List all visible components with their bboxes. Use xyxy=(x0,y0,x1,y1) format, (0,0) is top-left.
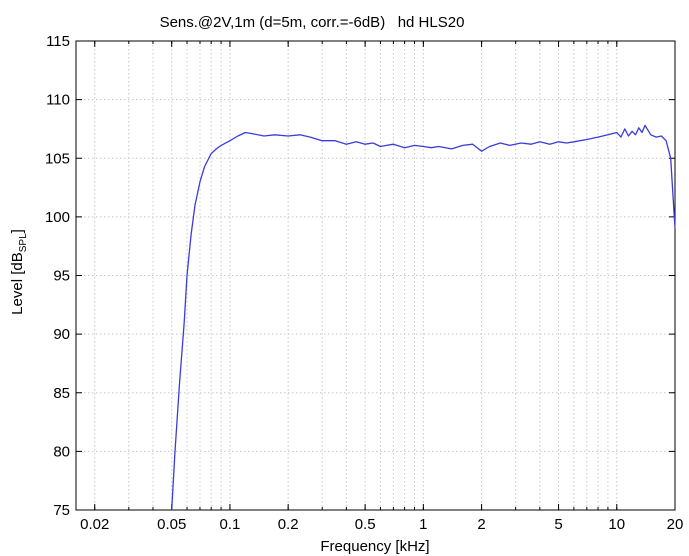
x-axis-label: Frequency [kHz] xyxy=(320,538,429,555)
y-axis-label-subscript: SPL xyxy=(18,233,29,252)
series-line-level xyxy=(171,124,676,511)
y-tick-label: 100 xyxy=(45,209,70,226)
tick-labels: 0.02 0.05 0.1 0.2 0.5 1 2 5 10 20 75 80 85 90 95 100 105… xyxy=(45,33,683,533)
x-tick-label: 0.02 xyxy=(80,516,109,533)
y-tick-label: 115 xyxy=(46,33,70,50)
y-tick-label: 80 xyxy=(53,443,70,460)
x-tick-label: 10 xyxy=(608,516,625,533)
y-tick-label: 105 xyxy=(45,150,70,167)
x-tick-label: 20 xyxy=(667,516,684,533)
chart-title: Sens.@2V,1m (d=5m, corr.=-6dB) hd HLS20 xyxy=(160,14,465,31)
y-tick-label: 85 xyxy=(53,385,70,402)
x-tick-label: 0.2 xyxy=(278,516,299,533)
y-axis-label-main: Level [dB xyxy=(9,252,26,315)
plot-frame xyxy=(75,40,676,511)
y-tick-label: 75 xyxy=(53,502,70,519)
y-tick-label: 95 xyxy=(53,268,70,285)
x-tick-label: 0.1 xyxy=(220,516,241,533)
x-tick-label: 0.5 xyxy=(355,516,376,533)
x-tick-label: 5 xyxy=(554,516,562,533)
x-tick-label: 1 xyxy=(419,516,427,533)
y-tick-label: 110 xyxy=(46,92,70,109)
y-axis-label-end: ] xyxy=(9,229,26,233)
y-tick-label: 90 xyxy=(53,326,70,343)
x-tick-label: 0.05 xyxy=(157,516,186,533)
y-axis-label: Level [dBSPL] xyxy=(9,229,29,315)
x-tick-label: 2 xyxy=(477,516,485,533)
